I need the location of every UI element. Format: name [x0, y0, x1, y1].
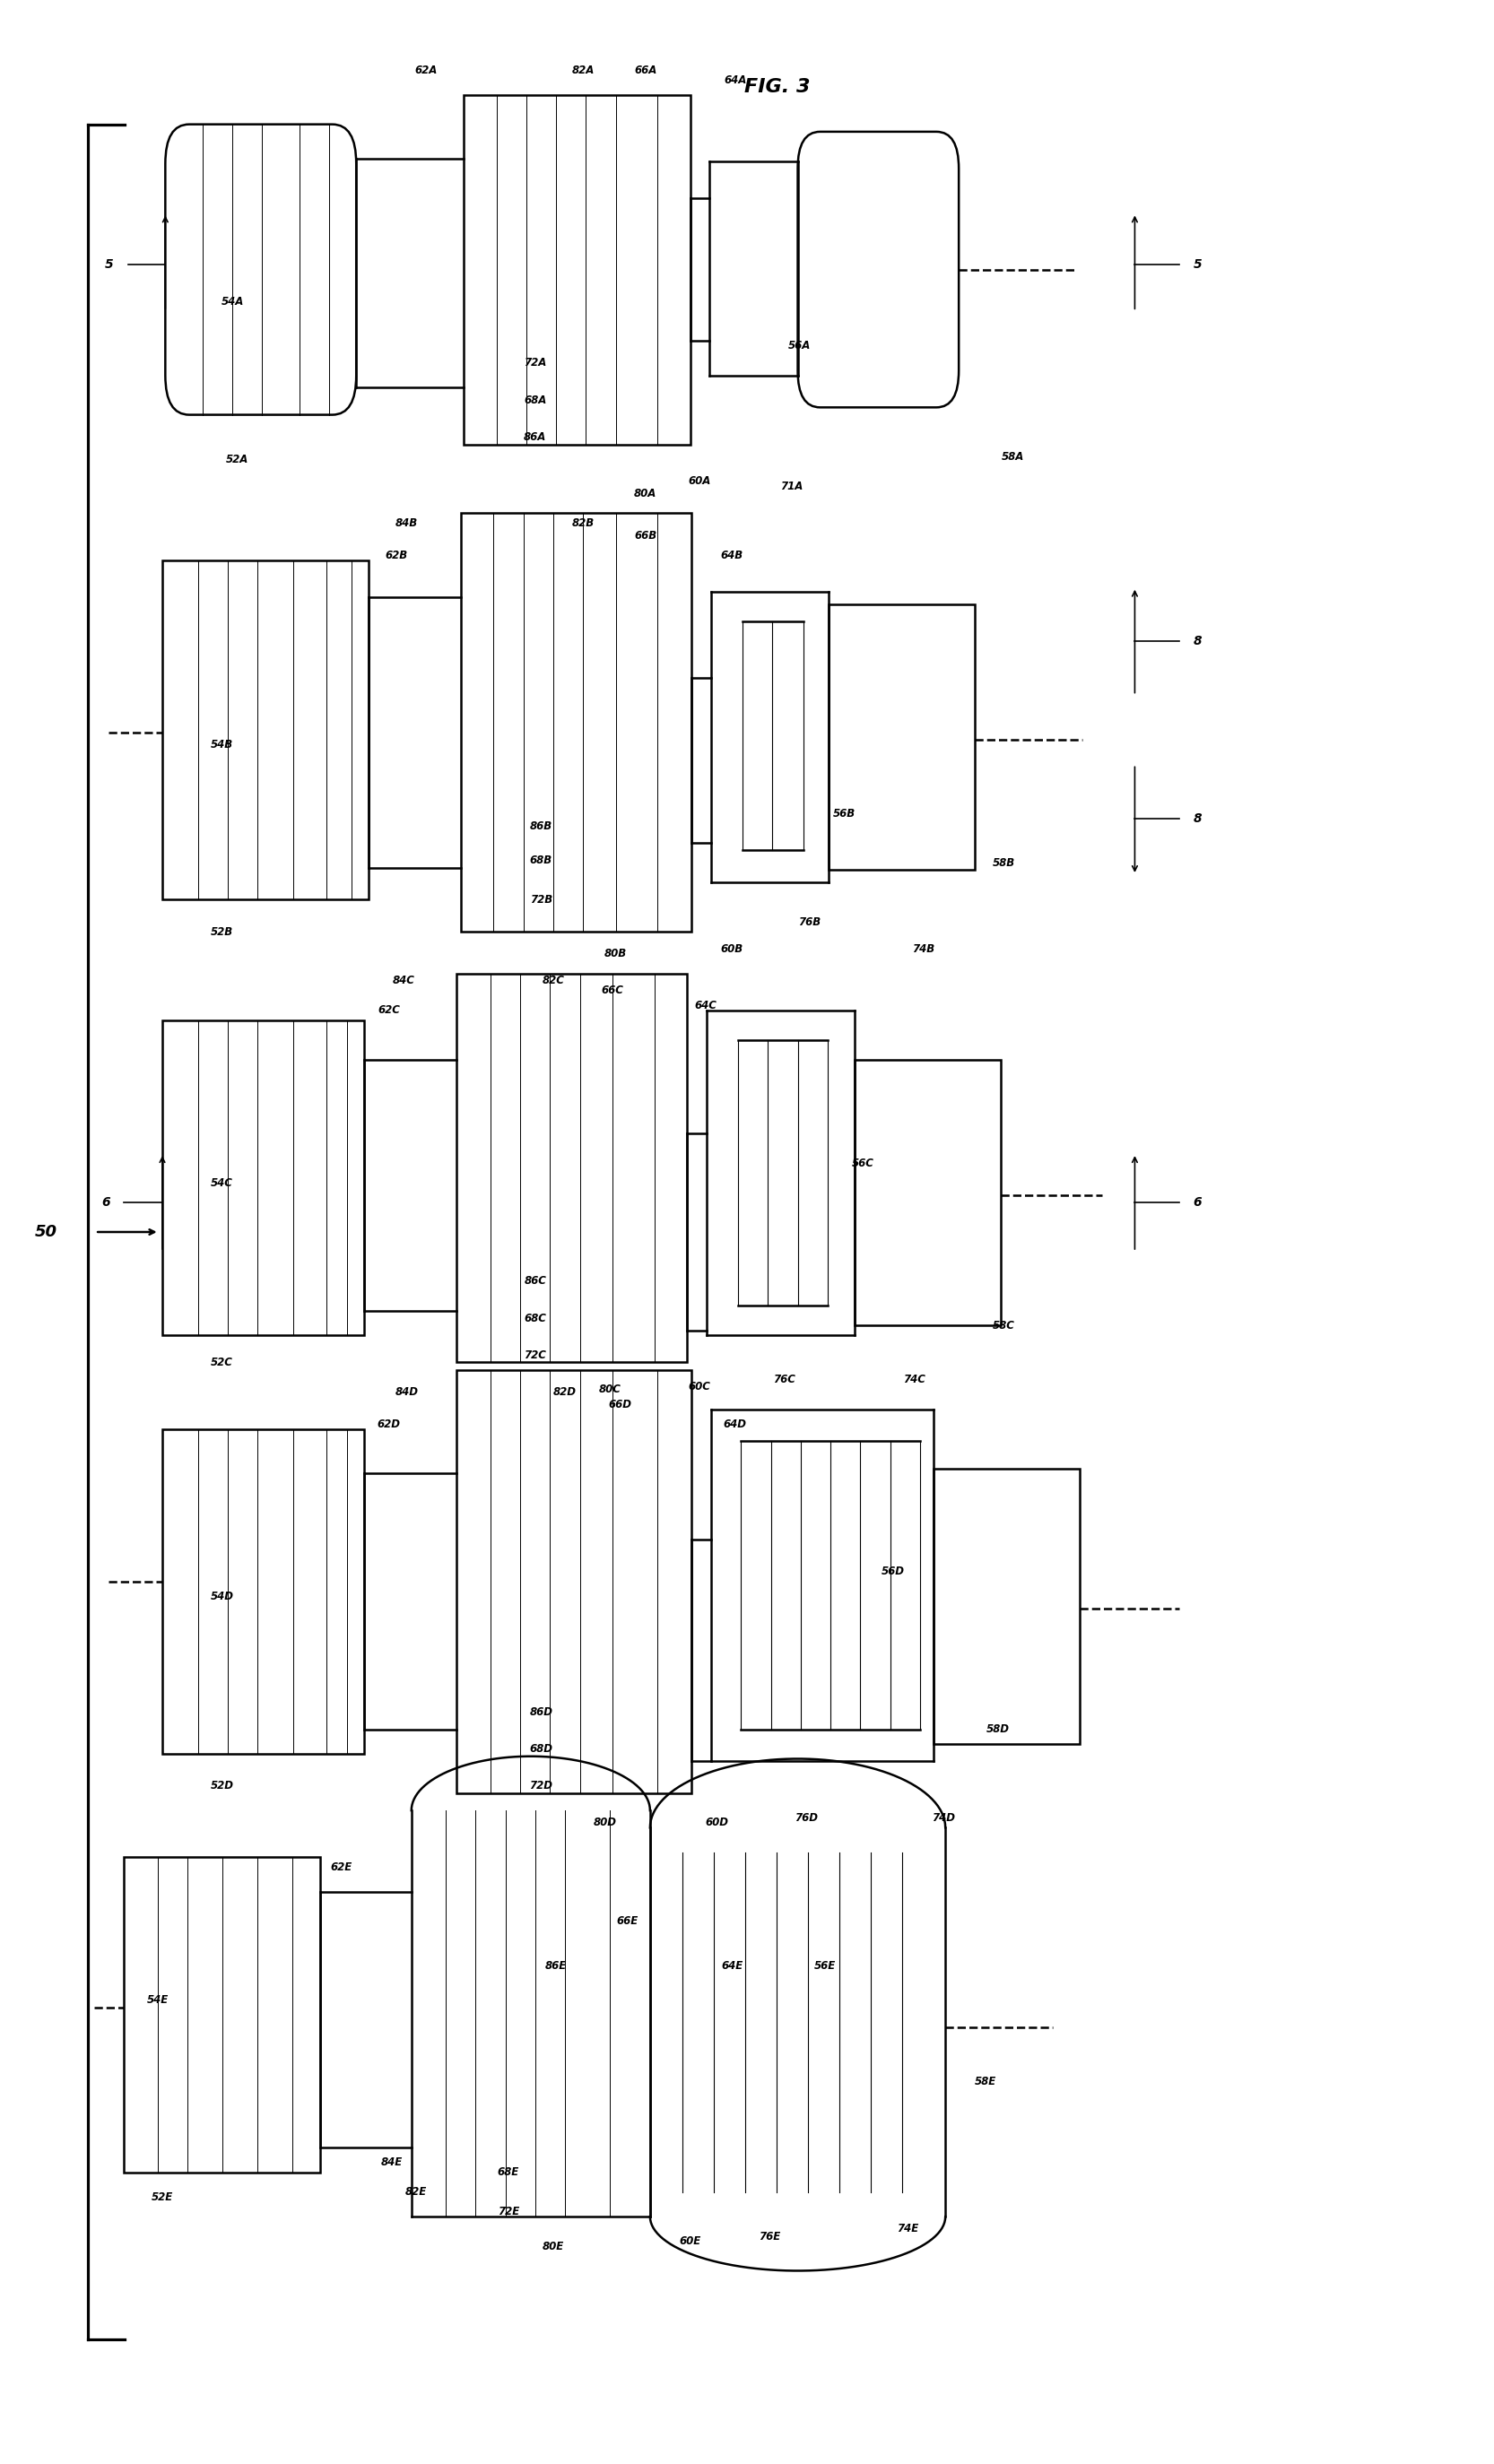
Text: 8: 8	[1194, 813, 1201, 825]
Text: 62A: 62A	[415, 64, 438, 76]
Text: 82A: 82A	[572, 64, 595, 76]
Text: 6: 6	[102, 1195, 111, 1210]
Text: 60B: 60B	[720, 944, 744, 954]
Text: 60E: 60E	[680, 2235, 701, 2247]
Text: 66D: 66D	[608, 1400, 632, 1409]
Bar	[855, 1060, 1001, 1326]
Text: 76D: 76D	[795, 1811, 819, 1823]
Text: 84B: 84B	[396, 517, 418, 530]
Text: 66B: 66B	[635, 530, 657, 542]
Text: 52D: 52D	[211, 1779, 233, 1791]
Text: 58D: 58D	[986, 1722, 1010, 1735]
Text: 68D: 68D	[529, 1742, 553, 1754]
Text: 50: 50	[34, 1225, 57, 1239]
Text: 56A: 56A	[787, 340, 811, 352]
Text: 72A: 72A	[524, 357, 547, 370]
Text: 86D: 86D	[529, 1705, 553, 1717]
Text: 62C: 62C	[378, 1005, 400, 1015]
Text: 62D: 62D	[378, 1419, 400, 1429]
Bar	[456, 973, 687, 1363]
Text: 56B: 56B	[832, 808, 855, 821]
Text: 86A: 86A	[524, 431, 547, 444]
Text: 66C: 66C	[602, 986, 624, 995]
Text: 6: 6	[1194, 1195, 1201, 1210]
Text: 64E: 64E	[722, 1959, 743, 1971]
Text: 66A: 66A	[633, 64, 657, 76]
Text: 72C: 72C	[524, 1350, 547, 1360]
Text: FIG. 3: FIG. 3	[744, 79, 810, 96]
Text: 68E: 68E	[498, 2166, 520, 2178]
Text: 62E: 62E	[330, 1860, 353, 1873]
Text: 64A: 64A	[723, 74, 747, 86]
Bar	[460, 513, 692, 931]
Text: 64D: 64D	[723, 1419, 747, 1429]
Text: 5: 5	[1194, 259, 1201, 271]
Text: 72D: 72D	[529, 1779, 553, 1791]
Text: 72E: 72E	[498, 2205, 520, 2218]
Text: 52E: 52E	[151, 2190, 173, 2203]
Text: 56C: 56C	[852, 1158, 874, 1168]
Text: 84C: 84C	[393, 976, 415, 986]
Bar	[934, 1469, 1080, 1745]
Text: 58C: 58C	[992, 1321, 1014, 1331]
Text: 76E: 76E	[759, 2230, 780, 2242]
Text: 56E: 56E	[814, 1959, 835, 1971]
Bar	[456, 1370, 692, 1794]
Text: 76C: 76C	[772, 1375, 795, 1385]
Text: 80A: 80A	[633, 488, 657, 500]
Text: 60D: 60D	[705, 1816, 729, 1828]
Bar	[163, 1429, 363, 1754]
Bar	[124, 1858, 320, 2173]
Text: 80D: 80D	[593, 1816, 617, 1828]
Text: 68A: 68A	[524, 394, 547, 407]
Text: 8: 8	[1194, 636, 1201, 648]
Text: 68B: 68B	[530, 855, 553, 867]
Text: 74C: 74C	[902, 1375, 925, 1385]
Text: 52A: 52A	[226, 453, 248, 466]
Bar	[163, 1020, 363, 1335]
Text: 71A: 71A	[780, 480, 804, 493]
Text: 60C: 60C	[689, 1382, 711, 1392]
Text: 60A: 60A	[687, 476, 711, 488]
Text: 58A: 58A	[1001, 451, 1023, 463]
Bar	[463, 94, 690, 444]
Text: 58B: 58B	[992, 857, 1014, 870]
Text: 74B: 74B	[911, 944, 934, 954]
Text: 74E: 74E	[898, 2223, 919, 2235]
Text: 82D: 82D	[553, 1387, 577, 1397]
Text: 62B: 62B	[385, 549, 408, 562]
Text: 54D: 54D	[211, 1589, 233, 1602]
Text: 54E: 54E	[146, 1993, 169, 2006]
FancyBboxPatch shape	[798, 131, 959, 407]
Text: 58E: 58E	[974, 2075, 996, 2087]
Text: 80B: 80B	[605, 949, 627, 958]
Bar	[163, 559, 368, 899]
Text: 80E: 80E	[542, 2240, 563, 2252]
Text: 74D: 74D	[932, 1811, 956, 1823]
Text: 84D: 84D	[396, 1387, 418, 1397]
Text: 54A: 54A	[221, 296, 244, 308]
Text: 72B: 72B	[530, 894, 553, 907]
Text: 76B: 76B	[798, 917, 822, 926]
Text: 5: 5	[105, 259, 114, 271]
Text: 80C: 80C	[599, 1385, 622, 1395]
Text: 52C: 52C	[211, 1358, 233, 1368]
Text: 64C: 64C	[695, 1000, 717, 1010]
Text: 82C: 82C	[542, 976, 565, 986]
Bar	[829, 604, 976, 870]
Text: 86E: 86E	[545, 1959, 566, 1971]
Text: 84E: 84E	[381, 2156, 403, 2168]
Text: 68C: 68C	[524, 1313, 547, 1323]
Text: 82E: 82E	[405, 2186, 427, 2198]
Text: 86B: 86B	[530, 821, 553, 833]
Text: 54C: 54C	[211, 1178, 233, 1188]
Text: 54B: 54B	[211, 739, 233, 752]
Text: 64B: 64B	[720, 549, 744, 562]
Text: 52B: 52B	[211, 926, 233, 936]
Text: 56D: 56D	[881, 1565, 905, 1577]
Text: 86C: 86C	[524, 1276, 547, 1286]
Text: 82B: 82B	[572, 517, 595, 530]
Text: 66E: 66E	[617, 1915, 638, 1927]
FancyBboxPatch shape	[166, 123, 356, 414]
